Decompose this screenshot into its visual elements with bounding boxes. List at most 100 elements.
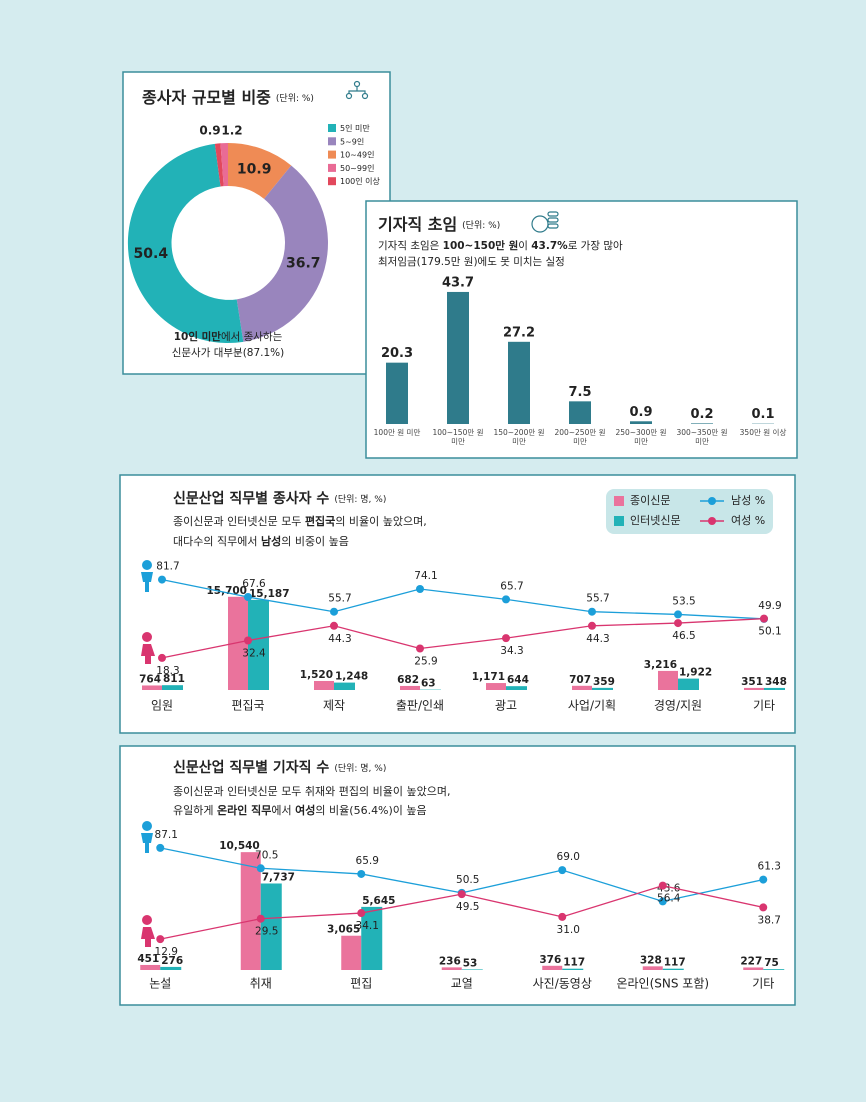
bar-value-label: 7,737 <box>262 871 295 883</box>
legend-label: 종이신문 <box>630 494 670 507</box>
bar-value-label: 644 <box>507 674 529 686</box>
bar-value-label: 351 <box>741 676 763 688</box>
bar-value-label: 451 <box>137 953 159 965</box>
bar-value-label: 682 <box>397 674 419 686</box>
bar <box>508 341 530 424</box>
subtitle-segment: 43.7% <box>531 240 568 252</box>
line-point <box>658 897 667 906</box>
title-text: 종사자 규모별 비중 <box>142 88 271 107</box>
line-value-label: 81.7 <box>156 561 179 573</box>
legend-dot <box>708 517 716 525</box>
line-value-label: 55.7 <box>586 593 609 605</box>
x-tick-label: 제작 <box>323 699 345 713</box>
bar <box>592 687 613 690</box>
line-point <box>357 909 366 918</box>
x-tick-label: 200~250만 원 미만 <box>554 428 606 446</box>
line-value-label: 74.1 <box>414 570 437 582</box>
legend-label: 남성 % <box>731 494 765 507</box>
bar-value-label: 75 <box>764 957 779 969</box>
line-point <box>502 634 510 643</box>
x-tick-label: 임원 <box>151 699 173 713</box>
subtitle-segment: 유일하게 <box>173 803 217 817</box>
line-value-label: 46.5 <box>672 630 695 642</box>
bar <box>361 906 383 970</box>
subtitle-segment: 남성 <box>261 534 281 548</box>
donut-slice <box>228 143 292 199</box>
x-tick-label: 편집국 <box>231 699 264 713</box>
legend-swatch <box>328 124 336 132</box>
bar-value-label: 15,700 <box>206 585 247 597</box>
line-point <box>158 653 166 662</box>
subtitle-segment: 이 <box>518 240 531 252</box>
line-value-label: 44.3 <box>328 633 351 645</box>
x-tick-label: 250~300만 원 미만 <box>615 428 667 446</box>
legend-swatch <box>328 150 336 159</box>
line-point <box>156 935 165 944</box>
line-value-label: 32.4 <box>242 647 266 659</box>
bar-value-label: 117 <box>563 957 585 969</box>
bar-value-label: 359 <box>593 676 615 688</box>
bar-value-label: 348 <box>765 676 787 688</box>
subtitle-segment: 최저임금(179.5만 원)에도 못 미치는 실정 <box>378 255 565 268</box>
x-tick-label: 150~200만 원 미만 <box>493 428 545 446</box>
female-icon <box>141 915 155 947</box>
subtitle-line: 최저임금(179.5만 원)에도 못 미치는 실정 <box>378 255 565 268</box>
bar-value-label: 0.1 <box>751 407 774 422</box>
line-point <box>416 584 424 593</box>
legend-label: 100인 이상 <box>340 176 381 186</box>
bar-value-label: 276 <box>161 955 183 967</box>
chart-title: 종사자 규모별 비중 (단위: %) <box>142 88 314 107</box>
subtitle-segment: 여성 <box>295 803 315 817</box>
line-point <box>674 610 682 619</box>
line <box>161 578 765 620</box>
line-point <box>502 595 510 604</box>
line-point <box>558 912 567 921</box>
slice-label: 1.2 <box>221 124 242 138</box>
bar <box>569 401 591 424</box>
bar-value-label: 811 <box>163 673 185 685</box>
line-value-label: 18.3 <box>156 665 179 677</box>
bar-value-label: 43.7 <box>442 275 474 290</box>
line-value-label: 29.5 <box>255 926 278 938</box>
subtitle-segment: 로 가장 많아 <box>568 240 623 252</box>
bar-value-label: 15,187 <box>249 588 290 600</box>
line-value-label: 50.5 <box>456 874 479 886</box>
donut-slice <box>220 142 228 187</box>
legend-label: 5인 미만 <box>340 123 370 133</box>
line-value-label: 55.7 <box>328 593 351 605</box>
line-value-label: 70.5 <box>255 849 278 861</box>
line-value-label: 44.3 <box>586 633 609 645</box>
bar-value-label: 764 <box>139 673 161 685</box>
bar <box>572 685 592 690</box>
bar-value-label: 10,540 <box>219 840 260 852</box>
line-point <box>416 644 424 653</box>
bar <box>142 685 162 690</box>
bar <box>386 362 408 424</box>
bar <box>461 969 483 970</box>
legend-dot <box>708 497 716 505</box>
card <box>119 745 796 1006</box>
line-point <box>760 614 768 623</box>
bar-value-label: 7.5 <box>568 385 591 400</box>
bar-value-label: 1,171 <box>472 671 505 683</box>
line-value-label: 56.4 <box>657 893 681 905</box>
line-point <box>759 903 768 912</box>
line-point <box>244 593 252 602</box>
unit-text: (단위: 명, %) <box>334 494 386 505</box>
bar-value-label: 1,520 <box>300 669 333 681</box>
x-tick-label: 100~150만 원 미만 <box>432 428 484 446</box>
bar-value-label: 1,248 <box>335 671 368 683</box>
line-value-label: 34.3 <box>500 645 523 657</box>
bar-value-label: 376 <box>539 954 561 966</box>
subtitle-segment: 100~150만 원 <box>443 239 519 252</box>
x-tick-label: 온라인(SNS 포함) <box>616 977 709 991</box>
legend-swatch <box>328 177 336 186</box>
legend-swatch <box>328 137 336 146</box>
title-text: 신문산업 직무별 기자직 수 <box>173 759 329 776</box>
bar-value-label: 20.3 <box>381 346 413 361</box>
unit-text: (단위: %) <box>276 93 314 104</box>
subtitle-segment: 의 비율(56.4%)이 높음 <box>315 804 426 817</box>
title-text: 기자직 초임 <box>378 215 457 234</box>
bar <box>764 687 785 690</box>
